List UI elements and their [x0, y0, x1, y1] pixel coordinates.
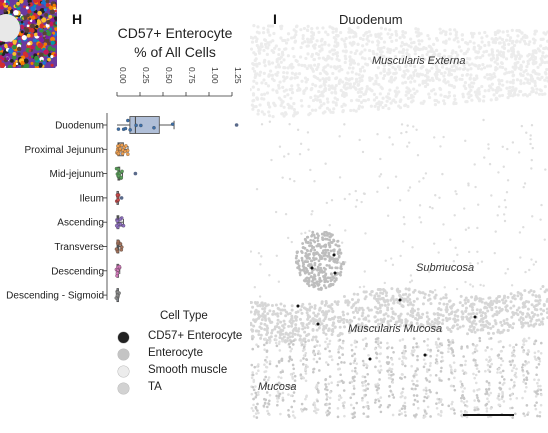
thumbnail-image: [0, 0, 57, 68]
data-point: [115, 290, 120, 294]
data-point: [152, 126, 156, 130]
outlier: [119, 196, 124, 200]
x-tick-label: 1.25: [233, 67, 243, 84]
data-point: [139, 123, 143, 128]
data-point: [116, 144, 120, 148]
data-point: [116, 127, 121, 131]
data-point: [121, 223, 126, 228]
data-point: [120, 151, 125, 156]
x-tick-label: 0.75: [187, 67, 197, 84]
data-points: [114, 118, 175, 300]
legend-marker: [118, 349, 129, 360]
legend-label: TA: [148, 381, 162, 393]
data-point: [116, 239, 120, 244]
data-point: [116, 174, 121, 178]
x-tick-label: 0.00: [118, 67, 128, 84]
scale-bar: [463, 414, 514, 416]
data-point: [123, 126, 128, 131]
data-point: [116, 198, 120, 202]
box: [129, 116, 160, 134]
data-point: [128, 128, 132, 132]
data-point: [118, 146, 122, 151]
data-point: [115, 293, 120, 298]
data-point: [120, 245, 124, 249]
data-point: [114, 223, 119, 228]
chart-title-line1: CD57+ Enterocyte: [118, 25, 233, 41]
data-point: [125, 148, 130, 153]
data-point: [116, 151, 121, 156]
outlier: [133, 171, 138, 176]
x-tick-label: 0.25: [141, 67, 151, 84]
tissue-map: [248, 23, 548, 420]
x-tick-label: 1.00: [210, 67, 220, 84]
box-plot: CD57+ Enterocyte % of All Cells 0.00 0.25…: [6, 25, 243, 303]
data-point: [119, 175, 124, 180]
legend-marker: [118, 332, 129, 343]
outlier: [234, 123, 239, 127]
data-point: [116, 167, 121, 171]
data-point: [115, 271, 120, 276]
boxes: [116, 116, 239, 303]
label-mucosa: Mucosa: [258, 381, 297, 393]
tissue-title: Duodenum: [339, 12, 403, 27]
data-point: [114, 247, 119, 251]
data-point: [115, 193, 120, 197]
y-tick-label: Ileum: [80, 193, 104, 204]
y-tick-label: Transverse: [54, 242, 104, 253]
x-axis: 0.00 0.25 0.50 0.75 1.00 1.25: [116, 67, 243, 97]
data-point: [115, 219, 120, 223]
x-tick-label: 0.50: [164, 67, 174, 84]
data-point: [134, 123, 138, 128]
panel-h-letter: H: [72, 11, 83, 27]
data-point: [117, 264, 122, 269]
label-muscularis-externa: Muscularis Externa: [372, 55, 466, 67]
data-point: [126, 152, 130, 156]
chart-title-line2: % of All Cells: [134, 44, 216, 60]
legend-marker: [118, 366, 129, 377]
y-tick-label: Duodenum: [55, 121, 104, 132]
data-point: [126, 118, 130, 123]
y-tick-label: Descending: [51, 266, 104, 277]
legend-marker: [118, 383, 129, 394]
label-submucosa: Submucosa: [416, 262, 475, 274]
y-tick-label: Mid-jejunum: [50, 169, 104, 180]
data-point: [120, 143, 124, 147]
y-tick-label: Ascending: [57, 218, 104, 229]
data-point: [120, 169, 124, 174]
data-point: [124, 144, 128, 148]
y-tick-label: Descending - Sigmoid: [6, 291, 104, 302]
legend-label: CD57+ Enterocyte: [148, 330, 243, 342]
data-point: [118, 217, 123, 221]
y-tick-label: Proximal Jejunum: [25, 145, 104, 156]
legend-title: Cell Type: [160, 310, 208, 322]
data-point: [170, 122, 175, 126]
tissue-image: [248, 0, 548, 433]
legend-label: Enterocyte: [148, 347, 203, 359]
legend-label: Smooth muscle: [148, 364, 228, 376]
y-axis: Duodenum Proximal Jejunum Mid-jejunum Ileum…: [6, 113, 108, 302]
label-muscularis-mucosa: Muscularis Mucosa: [348, 323, 443, 335]
panel-i-letter: I: [273, 11, 277, 27]
